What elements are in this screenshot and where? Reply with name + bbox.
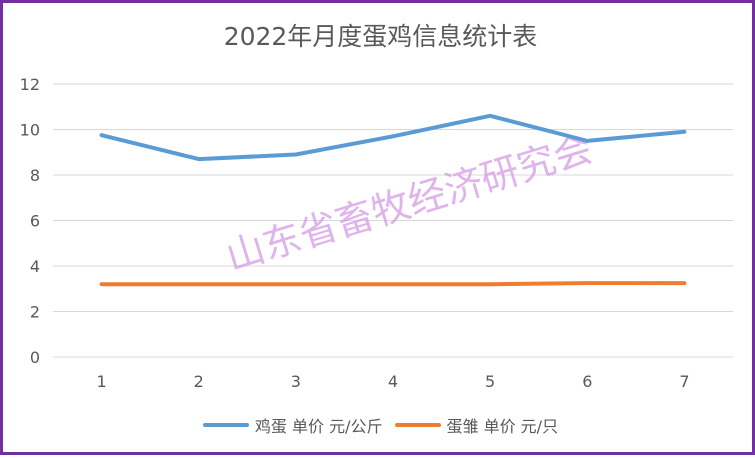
x-tick-label: 4 — [388, 372, 398, 391]
series-line-0 — [99, 113, 687, 162]
x-tick-label: 1 — [96, 372, 106, 391]
legend-label-chick: 蛋雏 单价 元/只 — [446, 417, 559, 436]
legend-label-egg: 鸡蛋 单价 元/公斤 — [254, 417, 383, 436]
x-tick-label: 7 — [679, 372, 689, 391]
series-lines — [99, 113, 687, 287]
x-tick-label: 6 — [582, 372, 592, 391]
legend: 鸡蛋 单价 元/公斤 蛋雏 单价 元/只 — [3, 413, 755, 437]
y-axis-ticks: 0 2 4 6 8 10 12 — [20, 75, 40, 367]
y-tick-label: 6 — [30, 212, 40, 231]
y-tick-label: 12 — [20, 75, 40, 94]
x-axis-ticks: 1 2 3 4 5 6 7 — [96, 372, 689, 391]
legend-item-chick: 蛋雏 单价 元/只 — [394, 413, 559, 437]
legend-swatch-egg — [202, 423, 249, 427]
x-tick-label: 5 — [485, 372, 495, 391]
legend-swatch-chick — [394, 423, 441, 427]
x-tick-label: 3 — [291, 372, 301, 391]
series-line-1 — [99, 281, 687, 287]
y-tick-label: 2 — [30, 303, 40, 322]
grid-lines — [53, 83, 733, 358]
legend-item-egg: 鸡蛋 单价 元/公斤 — [202, 413, 383, 437]
chart-title: 2022年月度蛋鸡信息统计表 — [223, 22, 538, 51]
y-tick-label: 0 — [30, 348, 40, 367]
watermark-text: 山东省畜牧经济研究会 — [221, 126, 597, 279]
x-tick-label: 2 — [194, 372, 204, 391]
y-tick-label: 4 — [30, 257, 40, 276]
y-tick-label: 8 — [30, 166, 40, 185]
y-tick-label: 10 — [20, 121, 40, 140]
